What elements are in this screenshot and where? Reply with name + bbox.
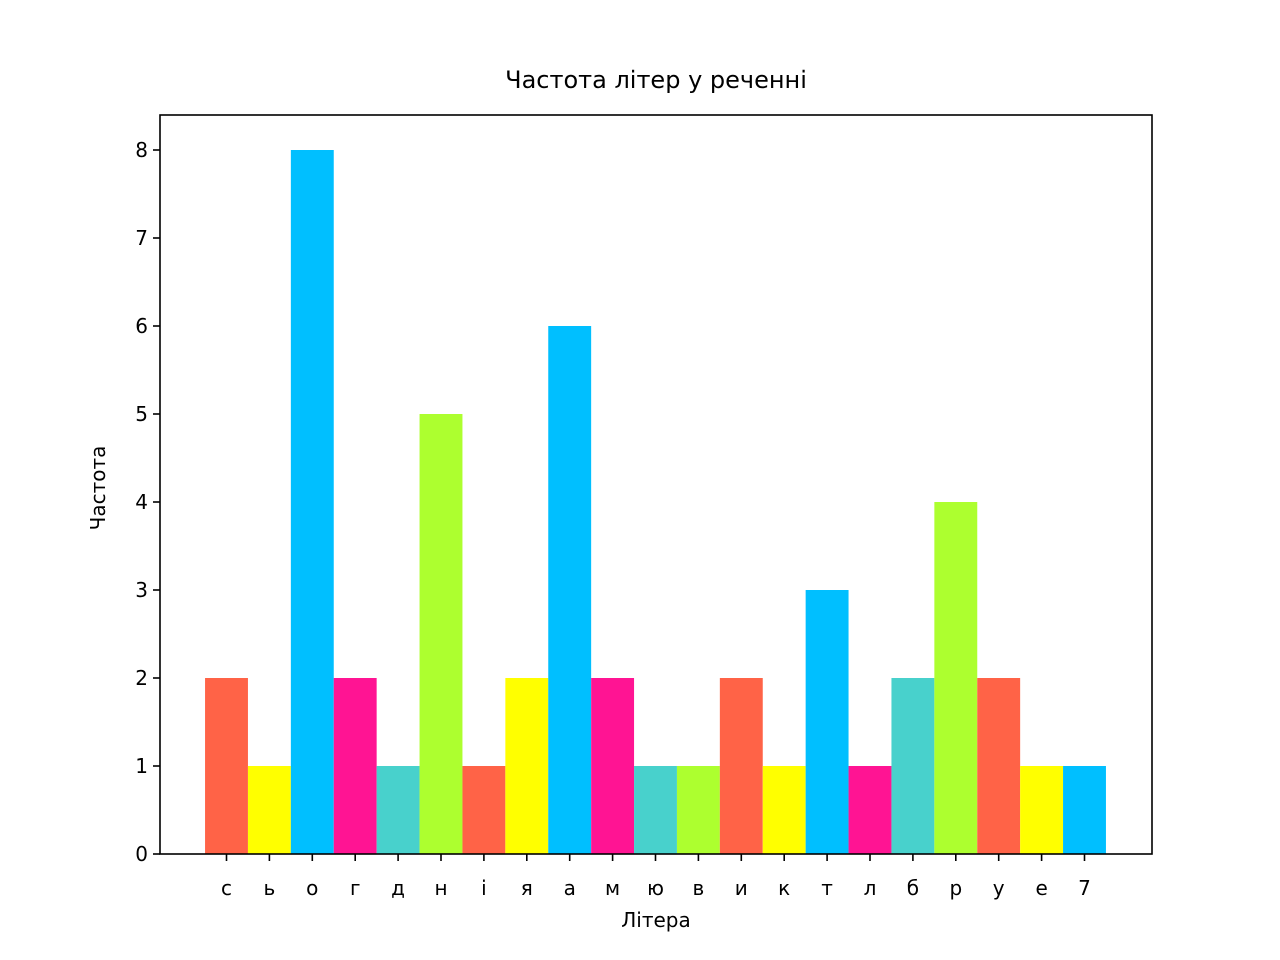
x-tick-label-1: ь: [264, 876, 276, 900]
x-tick-label-5: н: [434, 876, 447, 900]
bar-7: [505, 678, 549, 854]
x-tick-label-14: т: [821, 876, 833, 900]
x-tick-label-20: 7: [1078, 876, 1091, 900]
bar-5: [419, 414, 463, 854]
y-tick-label-1: 1: [135, 754, 148, 778]
x-tick-label-8: а: [564, 876, 576, 900]
bar-18: [977, 678, 1021, 854]
bar-15: [848, 766, 892, 854]
y-tick-label-3: 3: [135, 578, 148, 602]
y-tick-label-7: 7: [135, 226, 148, 250]
bar-17: [934, 502, 978, 854]
y-tick-label-0: 0: [135, 842, 148, 866]
bar-20: [1063, 766, 1106, 854]
x-tick-label-9: м: [605, 876, 620, 900]
x-tick-label-12: и: [735, 876, 748, 900]
bar-19: [1020, 766, 1064, 854]
x-tick-label-7: я: [521, 876, 533, 900]
bar-11: [676, 766, 720, 854]
x-tick-label-11: в: [693, 876, 705, 900]
y-tick-label-4: 4: [135, 490, 148, 514]
y-tick-label-5: 5: [135, 402, 148, 426]
y-tick-label-6: 6: [135, 314, 148, 338]
bar-10: [634, 766, 677, 854]
x-tick-label-4: д: [391, 876, 405, 900]
bar-4: [376, 766, 420, 854]
chart-title: Частота літер у реченні: [505, 66, 807, 94]
bar-2: [290, 150, 334, 854]
bar-3: [333, 678, 377, 854]
bar-16: [891, 678, 935, 854]
bar-8: [548, 326, 592, 854]
bar-6: [462, 766, 506, 854]
x-tick-label-6: і: [481, 876, 487, 900]
bar-13: [762, 766, 806, 854]
bar-12: [719, 678, 763, 854]
x-tick-label-18: у: [993, 876, 1005, 900]
x-tick-label-17: р: [949, 876, 962, 900]
x-tick-label-13: к: [778, 876, 790, 900]
bar-14: [805, 590, 849, 854]
x-tick-label-2: о: [306, 876, 318, 900]
x-tick-label-15: л: [864, 876, 877, 900]
x-tick-label-19: е: [1035, 876, 1047, 900]
x-tick-label-16: б: [907, 876, 919, 900]
x-tick-label-3: г: [350, 876, 361, 900]
x-tick-label-0: с: [221, 876, 232, 900]
x-axis-label: Літера: [621, 908, 691, 932]
y-tick-label-2: 2: [135, 666, 148, 690]
x-tick-label-10: ю: [647, 876, 664, 900]
bar-1: [247, 766, 291, 854]
bar-9: [591, 678, 635, 854]
bar-0: [205, 678, 248, 854]
y-tick-label-8: 8: [135, 138, 148, 162]
